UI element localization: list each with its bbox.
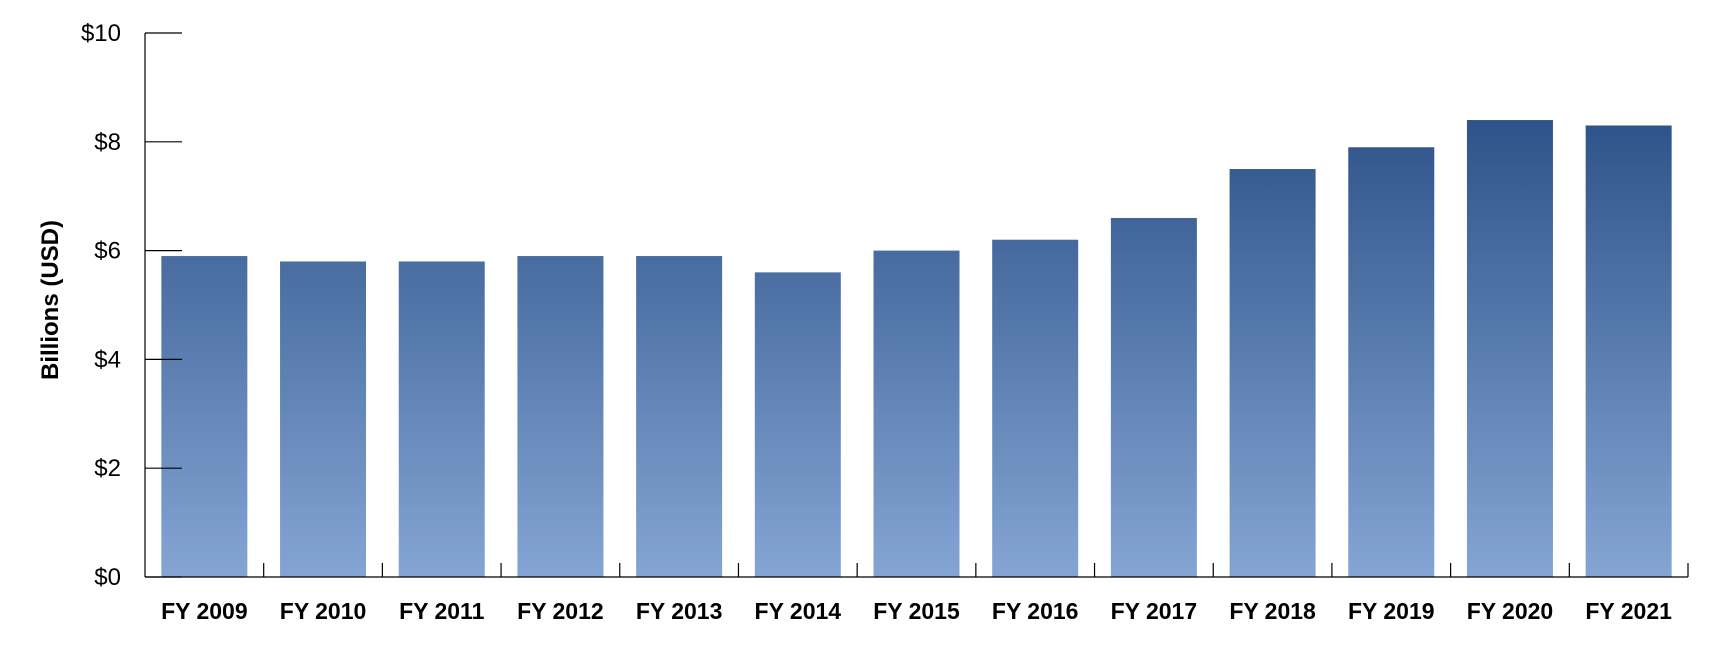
bar-fy-2015 — [873, 250, 960, 577]
x-tick-label: FY 2018 — [1229, 598, 1316, 624]
bar-fy-2011 — [398, 261, 485, 577]
x-ticks-group: FY 2009 FY 2010 FY 2011 FY 2012 FY 2013 FY 20… — [161, 563, 1689, 624]
x-tick-label: FY 2020 — [1467, 598, 1554, 624]
bar-fy-2014 — [754, 272, 841, 577]
bar-fy-2018 — [1229, 169, 1316, 577]
bar-fy-2010 — [280, 261, 367, 577]
y-tick-label: $0 — [94, 564, 121, 591]
x-tick-label: FY 2010 — [280, 598, 367, 624]
bar-fy-2009 — [161, 256, 248, 577]
x-tick-label: FY 2015 — [873, 598, 960, 624]
axes-group — [144, 33, 1688, 578]
y-axis-title: Billions (USD) — [37, 220, 64, 380]
x-tick-label: FY 2012 — [517, 598, 604, 624]
x-tick-label: FY 2021 — [1585, 598, 1672, 624]
y-ticks-group: $0 $2 $4 $6 $8 $10 — [81, 20, 182, 591]
x-tick-label: FY 2014 — [755, 598, 842, 624]
y-tick-label: $8 — [94, 129, 121, 156]
bar-fy-2019 — [1348, 147, 1435, 578]
x-tick-label: FY 2017 — [1111, 598, 1198, 624]
y-tick-label: $2 — [94, 455, 121, 482]
bar-fy-2020 — [1466, 120, 1553, 577]
x-tick-label: FY 2013 — [636, 598, 723, 624]
x-tick-label: FY 2019 — [1348, 598, 1435, 624]
y-tick-label: $4 — [94, 346, 121, 373]
y-tick-label: $6 — [94, 238, 121, 265]
bar-fy-2016 — [992, 239, 1079, 577]
x-tick-label: FY 2011 — [399, 598, 484, 624]
bar-fy-2021 — [1585, 125, 1672, 577]
bars-group — [161, 120, 1672, 578]
x-tick-label: FY 2016 — [992, 598, 1079, 624]
bar-fy-2012 — [517, 256, 604, 577]
x-tick-label: FY 2009 — [161, 598, 248, 624]
bar-fy-2017 — [1110, 217, 1197, 577]
bar-fy-2013 — [636, 256, 723, 577]
y-tick-label: $10 — [81, 20, 121, 47]
